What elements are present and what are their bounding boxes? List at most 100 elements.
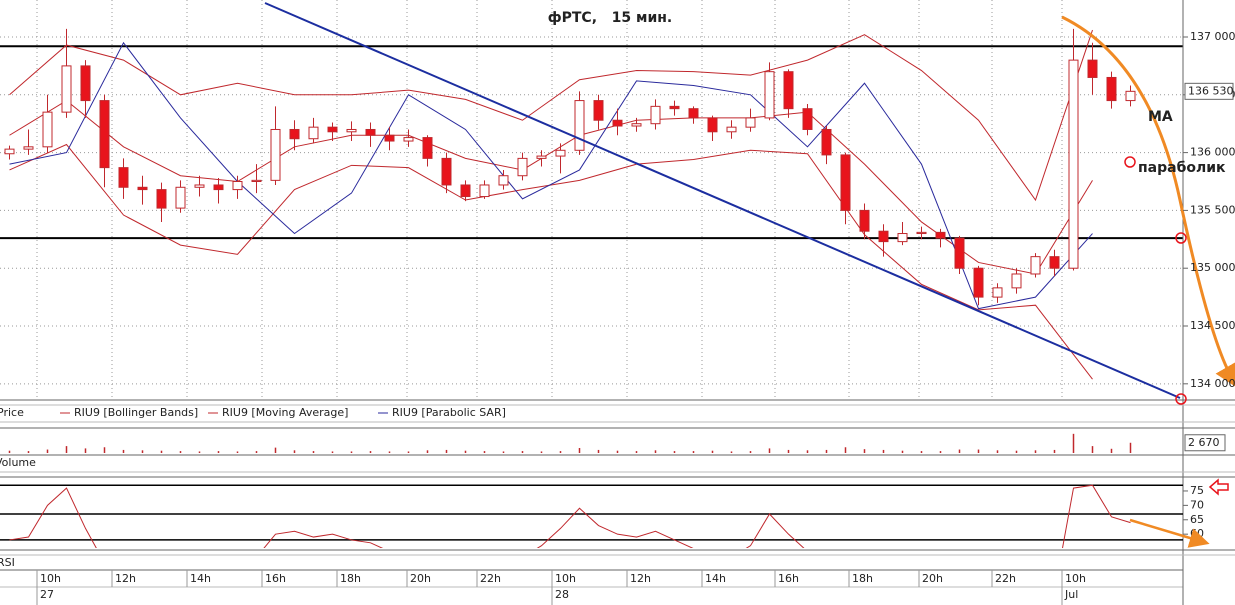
indicator-line xyxy=(9,41,1093,310)
candle-body xyxy=(650,105,661,125)
candle-body xyxy=(802,108,813,130)
candle-body xyxy=(954,237,965,269)
marker-circle xyxy=(1175,393,1187,405)
candle-body xyxy=(441,157,452,186)
y-tick-label: 134 000 xyxy=(1190,377,1235,390)
candle-body xyxy=(574,100,585,151)
x-tick-label: 22h xyxy=(995,572,1016,585)
x-tick-label: 10h xyxy=(40,572,61,585)
candle-body xyxy=(821,128,832,156)
candle-body xyxy=(1125,90,1136,102)
marker-circle xyxy=(1124,156,1136,168)
candle-body xyxy=(365,128,376,136)
price-pane xyxy=(0,0,1183,400)
x-tick-label: 20h xyxy=(922,572,943,585)
candle-body xyxy=(878,230,889,243)
candle-body xyxy=(707,117,718,133)
candle-body xyxy=(536,155,547,159)
y-tick-label: 135 500 xyxy=(1190,203,1235,216)
x-tick-label: 10h xyxy=(555,572,576,585)
day-label: 28 xyxy=(555,588,569,601)
y-tick-label: 137 000 xyxy=(1190,30,1235,43)
indicator-line xyxy=(9,143,1093,380)
candle-body xyxy=(1106,76,1117,102)
candle-body xyxy=(840,154,851,211)
candle-body xyxy=(612,119,623,127)
candle-body xyxy=(118,167,129,188)
x-tick-label: 18h xyxy=(852,572,873,585)
candle-body xyxy=(137,186,148,191)
y-tick-label: 70 xyxy=(1190,498,1204,511)
x-tick-label: 12h xyxy=(115,572,136,585)
marker-circle xyxy=(1175,232,1187,244)
candle-body xyxy=(498,175,509,186)
pane-label: RSI xyxy=(0,556,15,569)
candle-body xyxy=(156,189,167,209)
candle-body xyxy=(859,209,870,232)
candle-body xyxy=(745,117,756,128)
candle-body xyxy=(213,184,224,191)
y-tick-label: 136 000 xyxy=(1190,146,1235,159)
candle-body xyxy=(555,149,566,157)
candle-body xyxy=(308,126,319,140)
candle-body xyxy=(726,126,737,133)
volume-pane xyxy=(8,433,1132,453)
candle-body xyxy=(289,128,300,140)
candle-body xyxy=(251,179,262,183)
y-tick-label: 75 xyxy=(1190,484,1204,497)
candle-body xyxy=(1049,256,1060,269)
annotation: МА xyxy=(1148,109,1173,125)
candle-body xyxy=(384,134,395,142)
candle-body xyxy=(992,287,1003,298)
x-tick-label: 18h xyxy=(340,572,361,585)
candle-body xyxy=(669,105,680,110)
x-tick-label: 12h xyxy=(630,572,651,585)
candle-body xyxy=(1087,59,1098,78)
legend-label: RIU9 [Parabolic SAR] xyxy=(392,406,506,419)
candle-body xyxy=(897,233,908,243)
candle-body xyxy=(935,231,946,239)
candle-body xyxy=(593,100,604,121)
y-tick-label: 65 xyxy=(1190,513,1204,526)
x-tick-label: 10h xyxy=(1065,572,1086,585)
annotation: параболик xyxy=(1138,160,1226,176)
candle-body xyxy=(460,184,471,198)
candle-body xyxy=(80,65,91,102)
candle-body xyxy=(1011,273,1022,289)
candle-body xyxy=(61,65,72,113)
x-tick-label: 16h xyxy=(265,572,286,585)
pane-label: Volume xyxy=(0,456,36,469)
last-price-box xyxy=(1184,82,1234,100)
candle-body xyxy=(23,146,34,150)
x-tick-label: 14h xyxy=(705,572,726,585)
indicator-line xyxy=(9,99,1093,275)
forecast-arrow xyxy=(1061,15,1235,389)
legend-label: Price xyxy=(0,406,24,419)
indicator-line xyxy=(9,29,1093,202)
candle-body xyxy=(422,137,433,159)
time-axis: 10h 12h 14h 16h 18h 20h 22h 10h 12h 14h 16h 18h 20h 2… xyxy=(36,570,1086,605)
candle-body xyxy=(403,137,414,142)
legend-label: RIU9 [Moving Average] xyxy=(222,406,348,419)
chart-title: фРТС, 15 мин. xyxy=(548,10,673,26)
candle-body xyxy=(175,186,186,209)
x-tick-label: 16h xyxy=(778,572,799,585)
y-tick-label: 134 500 xyxy=(1190,319,1235,332)
candle-body xyxy=(4,148,15,155)
candle-body xyxy=(327,126,338,133)
x-tick-label: 14h xyxy=(190,572,211,585)
candle-body xyxy=(194,184,205,188)
last-price-label: 136 530 xyxy=(1188,84,1234,97)
candle-body xyxy=(346,128,357,133)
candle-body xyxy=(1030,256,1041,275)
trend-line xyxy=(264,2,1181,399)
x-tick-label: 20h xyxy=(410,572,431,585)
candle-body xyxy=(270,128,281,181)
candle-body xyxy=(99,100,110,169)
volume-label: 2 670 xyxy=(1188,436,1220,449)
rsi-arrow xyxy=(1129,518,1210,548)
day-label: 27 xyxy=(40,588,54,601)
candle-body xyxy=(42,111,53,148)
